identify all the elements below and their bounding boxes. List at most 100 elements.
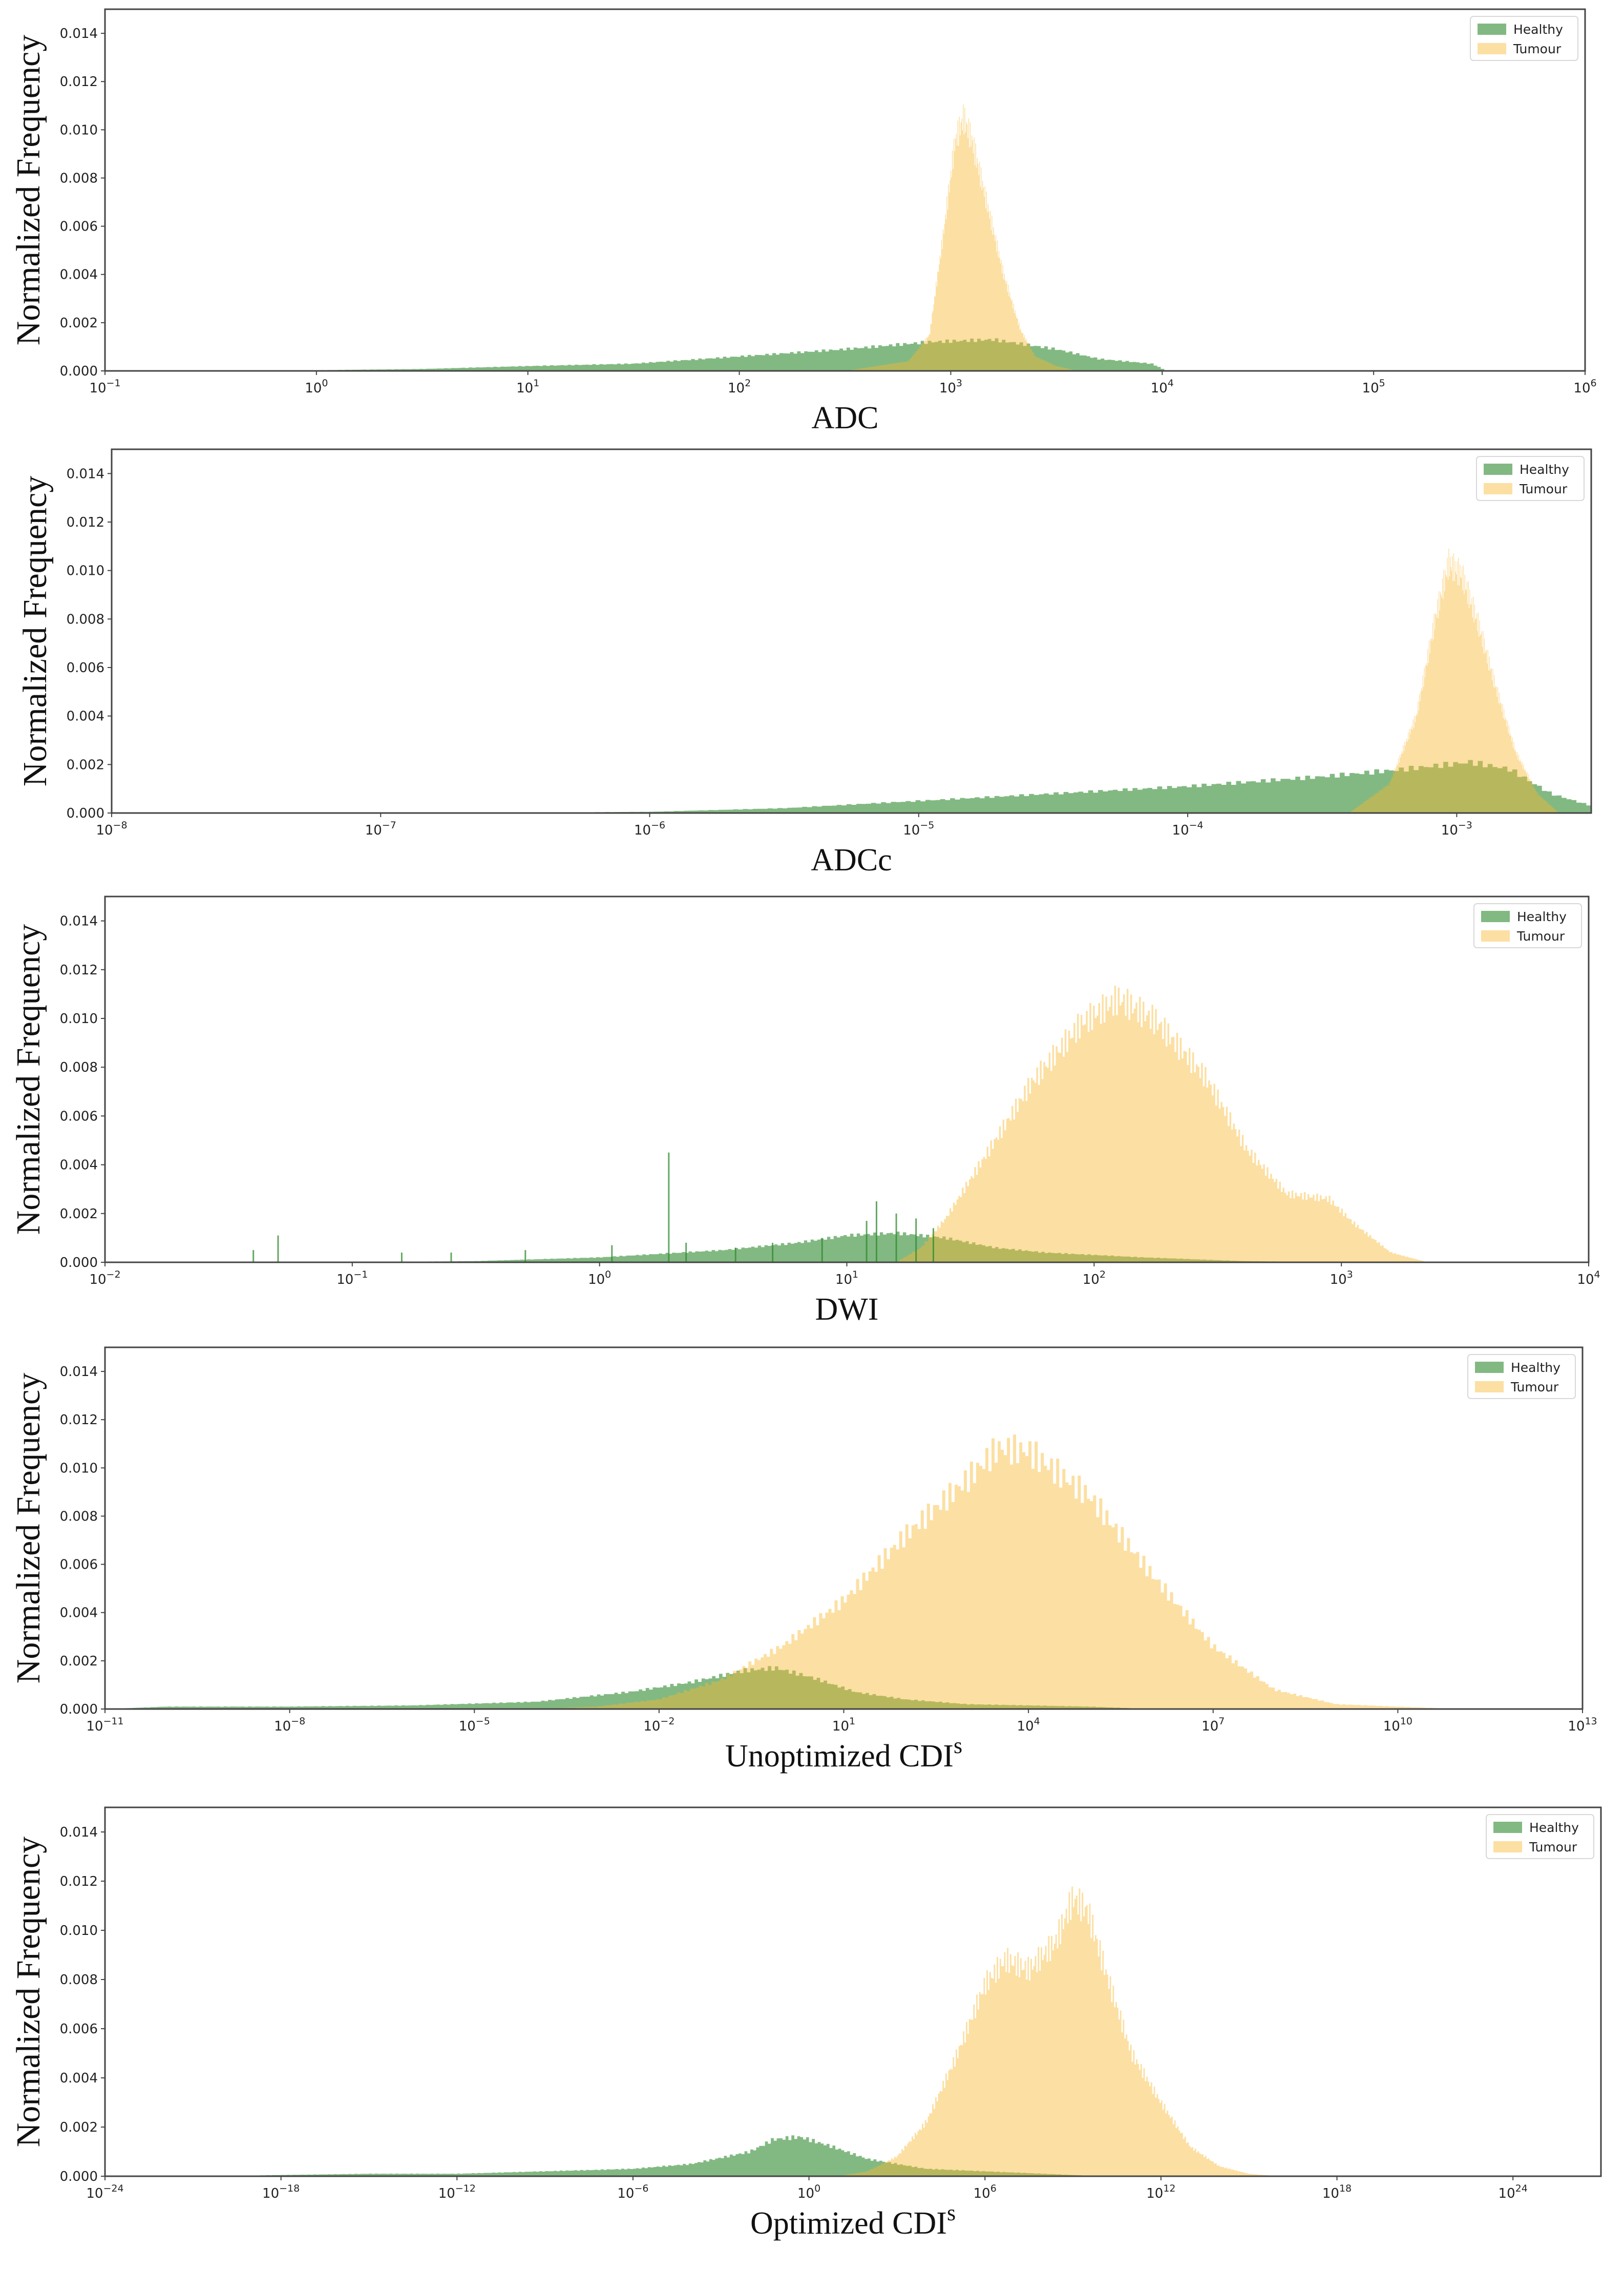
x-tick-label: 1010	[1383, 1716, 1412, 1734]
x-axis-label-main: ADCc	[811, 843, 892, 878]
x-tick-exponent: −1	[353, 1269, 368, 1280]
series-healthy	[352, 1232, 1342, 1262]
x-tick-base: 10	[89, 381, 106, 396]
plot-area	[105, 9, 1585, 371]
x-tick-base: 10	[274, 1719, 291, 1734]
x-tick-label: 106	[1573, 378, 1596, 396]
x-tick-exponent: 4	[1594, 1269, 1600, 1280]
plot-area	[105, 1807, 1601, 2176]
x-tick-exponent: −3	[1458, 820, 1472, 831]
x-axis: 10−1 100 101 102 103 104 105 106	[89, 371, 1597, 396]
legend: Healthy Tumour	[1467, 1354, 1576, 1399]
plot-area	[105, 897, 1589, 1262]
y-tick-label: 0.004	[67, 709, 104, 724]
series-tumour	[1349, 548, 1559, 813]
y-tick-label: 0.002	[60, 2120, 98, 2135]
legend-label-tumour: Tumour	[1510, 1380, 1559, 1394]
x-tick-exponent: 6	[990, 2183, 997, 2194]
plot-content	[252, 986, 1428, 1262]
y-axis: 0.000 0.002 0.004 0.006 0.008 0.010 0.012 0.014	[67, 466, 112, 821]
y-tick-label: 0.008	[60, 1972, 98, 1988]
x-tick-label: 100	[797, 2183, 820, 2201]
x-tick-exponent: −5	[920, 820, 934, 831]
y-tick-label: 0.012	[60, 74, 98, 90]
y-tick-label: 0.008	[60, 1060, 98, 1075]
y-tick-label: 0.002	[67, 757, 104, 773]
x-tick-base: 10	[96, 823, 113, 838]
x-tick-label: 100	[588, 1269, 611, 1287]
x-tick-label: 103	[1330, 1269, 1353, 1287]
legend-swatch-tumour	[1478, 43, 1506, 54]
x-tick-exponent: 0	[814, 2183, 820, 2194]
x-tick-exponent: 5	[1379, 378, 1385, 389]
x-tick-base: 10	[974, 2186, 990, 2201]
x-tick-exponent: −18	[279, 2183, 300, 2194]
plot-content	[105, 1434, 1460, 1709]
legend-label-healthy: Healthy	[1520, 462, 1569, 477]
y-axis: 0.000 0.002 0.004 0.006 0.008 0.010 0.012 0.014	[60, 1364, 105, 1717]
y-tick-label: 0.012	[67, 515, 104, 530]
x-tick-exponent: 1	[849, 1716, 855, 1727]
x-axis-label-superscript: s	[947, 2200, 956, 2225]
x-tick-exponent: −2	[660, 1716, 674, 1727]
plot-frame	[111, 448, 1592, 814]
plot-content	[112, 548, 1591, 813]
x-tick-label: 10−4	[1172, 820, 1204, 838]
y-tick-label: 0.000	[60, 1702, 98, 1717]
legend-label-tumour: Tumour	[1513, 41, 1562, 56]
x-tick-label: 101	[832, 1716, 855, 1734]
x-tick-label: 1024	[1499, 2183, 1528, 2201]
x-tick-base: 10	[939, 381, 956, 396]
histogram-bars-healthy	[112, 760, 1591, 813]
x-tick-base: 10	[1383, 1719, 1400, 1734]
x-tick-base: 10	[89, 1272, 106, 1287]
histogram-bars-healthy	[352, 1232, 1342, 1262]
y-axis: 0.000 0.002 0.004 0.006 0.008 0.010 0.012 0.014	[60, 1825, 105, 2184]
chart-panel-3: 0.000 0.002 0.004 0.006 0.008 0.010 0.012 0.014…	[10, 895, 1600, 1327]
x-axis-label-main: ADC	[812, 401, 879, 435]
x-tick-base: 10	[459, 1719, 476, 1734]
x-tick-label: 1012	[1146, 2183, 1175, 2201]
histogram-bars-tumour	[536, 1434, 1460, 1709]
y-tick-label: 0.014	[60, 26, 98, 41]
x-tick-exponent: 1	[533, 378, 539, 389]
x-tick-base: 10	[1362, 381, 1379, 396]
x-tick-label: 101	[835, 1269, 858, 1287]
x-tick-exponent: −8	[291, 1716, 305, 1727]
x-axis: 10−2 10−1 100 101 102 103 104	[89, 1262, 1600, 1287]
y-tick-label: 0.002	[60, 316, 98, 331]
series-healthy	[105, 1666, 1152, 1709]
x-axis-label: DWI	[815, 1292, 879, 1327]
y-axis: 0.000 0.002 0.004 0.006 0.008 0.010 0.012 0.014	[60, 26, 105, 379]
x-tick-label: 105	[1362, 378, 1385, 396]
x-tick-label: 10−8	[274, 1716, 305, 1734]
x-tick-label: 104	[1151, 378, 1174, 396]
x-tick-base: 10	[86, 1719, 103, 1734]
y-tick-label: 0.000	[60, 1255, 98, 1270]
x-tick-label: 102	[728, 378, 751, 396]
legend-swatch-tumour	[1484, 483, 1512, 494]
legend: Healthy Tumour	[1473, 903, 1582, 948]
y-axis: 0.000 0.002 0.004 0.006 0.008 0.010 0.012 0.014	[60, 914, 105, 1270]
x-tick-label: 10−5	[903, 820, 934, 838]
x-tick-base: 10	[1330, 1272, 1347, 1287]
legend-swatch-healthy	[1493, 1822, 1522, 1833]
y-tick-label: 0.010	[67, 564, 104, 579]
y-tick-label: 0.008	[67, 612, 104, 627]
y-tick-label: 0.014	[60, 1825, 98, 1840]
chart-panel-4: 0.000 0.002 0.004 0.006 0.008 0.010 0.012 0.014…	[10, 1346, 1597, 1774]
x-tick-base: 10	[797, 2186, 814, 2201]
plot-area	[112, 449, 1591, 813]
x-tick-exponent: 18	[1339, 2183, 1352, 2194]
x-tick-base: 10	[1151, 381, 1168, 396]
x-tick-exponent: −6	[651, 820, 665, 831]
y-axis-label: Normalized Frequency	[16, 476, 54, 787]
x-tick-exponent: −24	[103, 2183, 123, 2194]
x-tick-label: 10−6	[634, 820, 665, 838]
x-tick-label: 10−5	[459, 1716, 490, 1734]
x-tick-label: 10−3	[1441, 820, 1472, 838]
y-tick-label: 0.010	[60, 1011, 98, 1027]
x-tick-exponent: 1	[852, 1269, 858, 1280]
x-tick-label: 10−2	[643, 1716, 674, 1734]
histogram-bars-healthy	[105, 1666, 1152, 1709]
